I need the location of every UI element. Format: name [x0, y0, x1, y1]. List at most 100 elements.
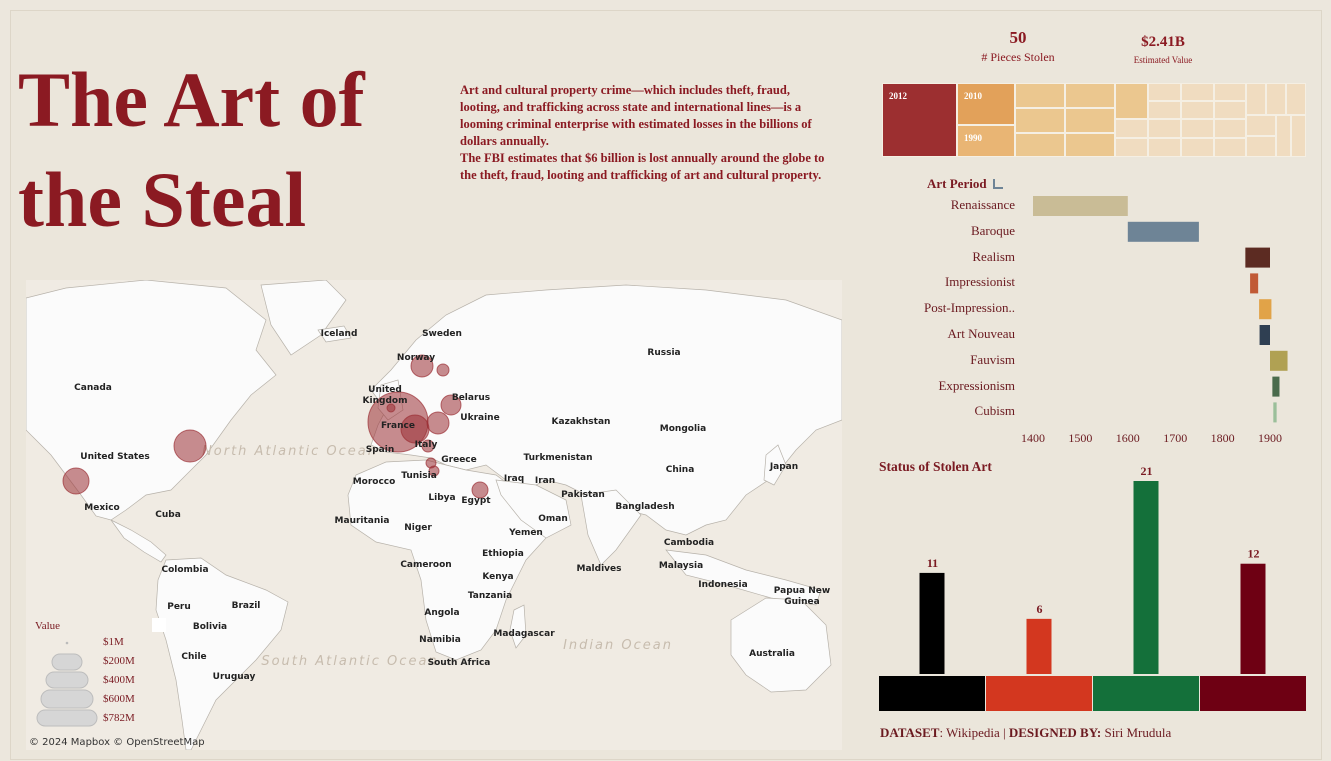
period-bar[interactable] — [1273, 402, 1277, 423]
treemap-cell[interactable] — [1015, 133, 1065, 157]
country-label: Canada — [74, 383, 112, 393]
treemap-cell[interactable] — [1115, 119, 1148, 138]
country-label: Tanzania — [467, 591, 513, 601]
country-label: Belarus — [451, 393, 491, 403]
treemap-cell[interactable] — [1015, 83, 1065, 108]
year-treemap[interactable]: 2012 2010 1990 — [882, 83, 1306, 157]
period-bar[interactable] — [1259, 299, 1272, 320]
treemap-cell[interactable] — [1148, 119, 1181, 138]
period-bar[interactable] — [1259, 325, 1270, 345]
treemap-cell[interactable] — [1148, 138, 1181, 157]
status-bar[interactable] — [919, 572, 945, 674]
treemap-cell[interactable] — [1276, 115, 1291, 157]
treemap-cell[interactable] — [1065, 133, 1115, 157]
country-label: Ukraine — [460, 413, 500, 423]
country-label: Australia — [749, 649, 795, 659]
country-label: Turkmenistan — [523, 453, 593, 463]
treemap-cell[interactable] — [1115, 138, 1148, 157]
treemap-cell[interactable] — [1181, 101, 1214, 119]
status-color-strip[interactable] — [879, 676, 985, 711]
treemap-cell[interactable] — [1115, 83, 1148, 119]
land-arabia — [495, 479, 572, 539]
period-label: Renaissance — [950, 197, 1015, 212]
bubble-mexico[interactable] — [62, 467, 90, 495]
treemap-cell[interactable] — [1015, 108, 1065, 133]
map-attribution[interactable]: © 2024 Mapbox © OpenStreetMap — [29, 737, 205, 748]
map-bubbles — [62, 354, 489, 499]
world-map[interactable]: North Atlantic Ocean South Atlantic Ocea… — [26, 280, 842, 750]
country-label: Iran — [534, 476, 556, 486]
treemap-cell[interactable] — [1214, 83, 1246, 101]
treemap-cell[interactable] — [1148, 101, 1181, 119]
bubble-uk[interactable] — [386, 403, 396, 413]
status-value-label: 21 — [1141, 464, 1153, 478]
treemap-cell[interactable] — [1181, 138, 1214, 157]
treemap-cell[interactable] — [1286, 83, 1306, 115]
treemap-cell[interactable] — [1246, 136, 1276, 157]
country-label: United Kingdom — [362, 385, 408, 406]
bubble-belarus[interactable] — [440, 394, 462, 416]
map-land — [26, 280, 842, 750]
treemap-label-2012: 2012 — [889, 91, 907, 101]
treemap-cell[interactable] — [1246, 115, 1276, 136]
treemap-cell[interactable] — [1148, 83, 1181, 101]
ocean-indian: Indian Ocean — [563, 638, 673, 653]
bubble-tunisia[interactable] — [428, 465, 440, 477]
period-label: Fauvism — [970, 351, 1015, 367]
country-label: France — [381, 421, 415, 431]
bubble-sweden[interactable] — [436, 363, 450, 377]
status-value-label: 11 — [927, 556, 938, 570]
treemap-cell[interactable] — [1181, 83, 1214, 101]
period-bar[interactable] — [1250, 273, 1259, 294]
period-bar[interactable] — [1270, 350, 1288, 371]
status-value-label: 12 — [1248, 547, 1260, 561]
bubble-europe-east[interactable] — [426, 411, 450, 435]
country-label: Mexico — [84, 503, 120, 513]
kpi-value-value: $2.41B — [1141, 34, 1185, 50]
dataset-label: DATASET — [880, 725, 940, 740]
sort-icon[interactable] — [992, 179, 1003, 189]
status-bar[interactable] — [1133, 481, 1159, 674]
treemap-cell-2010[interactable]: 2010 — [957, 83, 1015, 125]
treemap-cell[interactable] — [1246, 83, 1266, 115]
status-color-strip[interactable] — [1093, 676, 1199, 711]
country-label: Pakistan — [561, 490, 605, 500]
treemap-cell[interactable] — [1266, 83, 1286, 115]
bubble-italy[interactable] — [400, 414, 430, 444]
country-label: Madagascar — [493, 629, 555, 639]
treemap-cell[interactable] — [1214, 138, 1246, 157]
treemap-cell[interactable] — [1065, 83, 1115, 108]
treemap-cell[interactable] — [1181, 119, 1214, 138]
period-label: Cubism — [974, 403, 1015, 419]
country-label: Bangladesh — [615, 502, 675, 512]
period-bar[interactable] — [1245, 247, 1270, 268]
treemap-cell[interactable] — [1214, 119, 1246, 138]
country-label: Kenya — [482, 572, 514, 582]
bubble-norway[interactable] — [410, 354, 434, 378]
status-bar[interactable] — [1026, 618, 1052, 674]
status-bar[interactable] — [1240, 563, 1266, 674]
country-label: Kazakhstan — [551, 417, 611, 427]
bubble-united-states[interactable] — [173, 429, 207, 463]
country-label: Yemen — [509, 528, 543, 538]
period-bar[interactable] — [1272, 376, 1280, 397]
treemap-cell-1990[interactable]: 1990 — [957, 125, 1015, 157]
status-color-strip[interactable] — [1200, 676, 1306, 711]
country-label: Cambodia — [663, 538, 715, 548]
period-bar[interactable] — [1033, 196, 1128, 216]
bubble-egypt[interactable] — [471, 481, 489, 499]
period-bar[interactable] — [1127, 221, 1199, 242]
treemap-cell[interactable] — [1065, 108, 1115, 133]
treemap-cell[interactable] — [1214, 101, 1246, 119]
country-label: Brazil — [231, 601, 261, 611]
country-label: Uruguay — [212, 672, 256, 682]
country-label: Malaysia — [658, 561, 704, 571]
art-period-chart — [1033, 196, 1288, 423]
status-color-strip[interactable] — [986, 676, 1092, 711]
country-label: Niger — [404, 523, 432, 533]
period-tick-label: 1700 — [1163, 431, 1188, 445]
treemap-cell-2012[interactable]: 2012 — [882, 83, 957, 157]
country-label: China — [665, 465, 695, 475]
treemap-cell[interactable] — [1291, 115, 1306, 157]
bubble-italy-south[interactable] — [421, 439, 435, 453]
